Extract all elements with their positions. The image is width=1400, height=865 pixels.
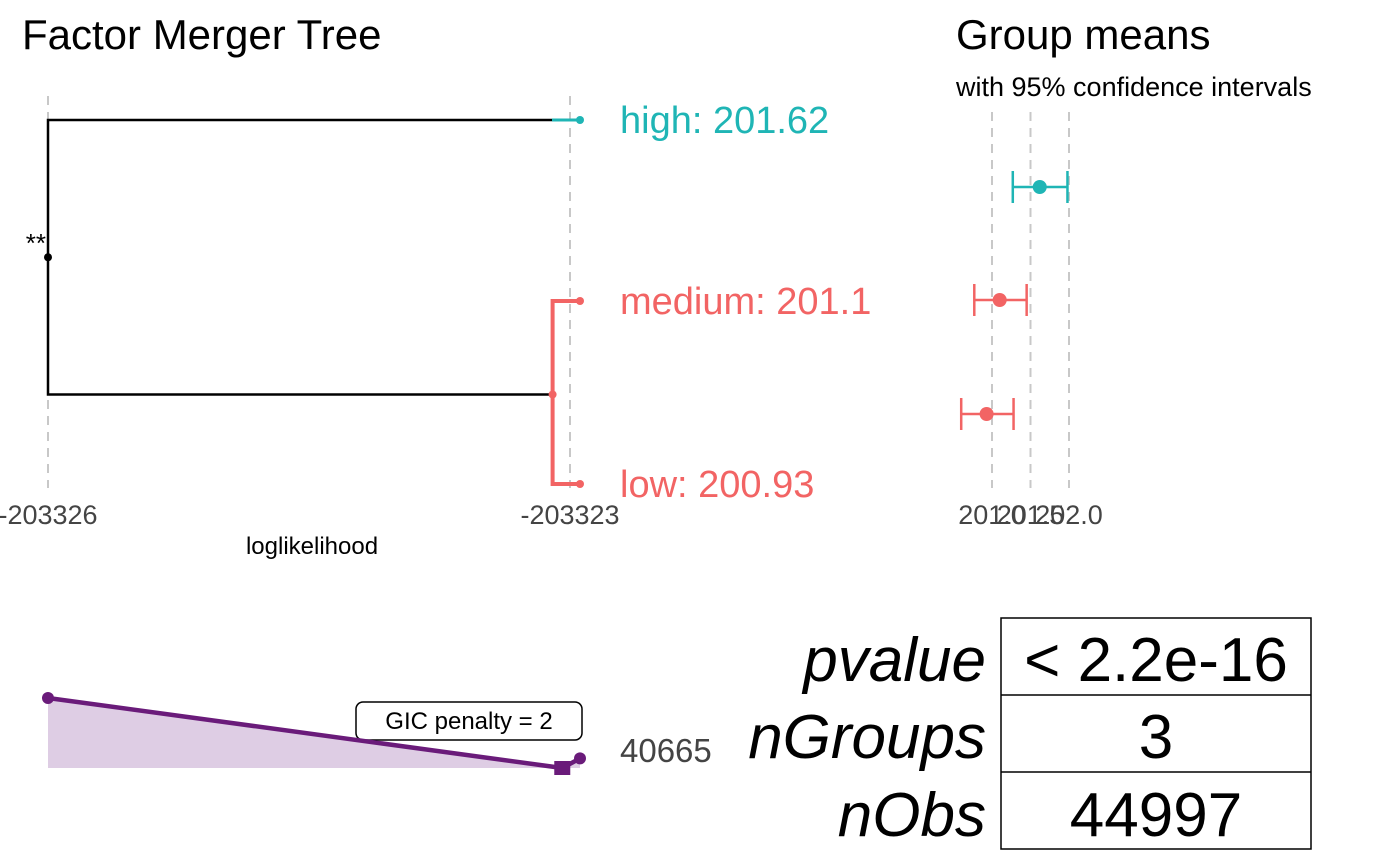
stat-key-nobs: nObs: [838, 781, 986, 850]
means-title: Group means: [956, 11, 1210, 58]
tree-root-node: [44, 253, 52, 262]
tree-x-tick-label: -203326: [0, 500, 98, 530]
stat-value-pvalue: < 2.2e-16: [1024, 626, 1288, 695]
stats-table-border: [1000, 617, 1312, 850]
gic-point-min: [554, 761, 571, 775]
gic-label-box: [355, 701, 583, 741]
gic-point: [42, 692, 54, 704]
means-point: [979, 407, 994, 421]
means-x-tick-label: 202.0: [1035, 500, 1103, 530]
significance-label: **: [26, 228, 46, 258]
tree-branch-medium-low: [550, 299, 580, 486]
gic-panel: GIC penalty = 2: [42, 692, 586, 775]
stat-key-pvalue: pvalue: [801, 626, 986, 695]
tree-leaf-label: medium: 201.1: [620, 281, 871, 323]
stat-key-ngroups: nGroups: [748, 703, 986, 772]
tree-leaf-node: [576, 480, 584, 488]
tree-merge-node: [548, 390, 557, 399]
stat-value-nobs: 44997: [1070, 781, 1242, 850]
tree-x-axis-label: loglikelihood: [246, 533, 378, 560]
tree-leaf-label: high: 201.62: [620, 100, 829, 142]
gic-value-label: 40665: [620, 732, 712, 769]
merger-tree-panel: -203326 -203323 high: 201.62 medium: 201.1 l…: [0, 96, 871, 530]
means-x-tick-label: 201.5: [997, 500, 1065, 530]
means-point: [1032, 180, 1047, 194]
gic-penalty-label: GIC penalty = 2: [385, 708, 552, 735]
gic-point: [574, 752, 586, 765]
gic-area: [48, 698, 580, 768]
tree-leaf-label: low: 200.93: [620, 464, 814, 506]
tree-leaf-node: [576, 116, 584, 124]
tree-branch-root: [46, 118, 553, 396]
stat-value-ngroups: 3: [1139, 703, 1173, 772]
tree-leaf-node: [576, 297, 584, 305]
tree-x-tick-label: -203323: [520, 500, 619, 530]
means-x-tick-label: 201.0: [958, 500, 1026, 530]
stats-table: pvalue < 2.2e-16 nGroups 3 nObs 44997: [748, 617, 1312, 850]
means-point: [992, 293, 1007, 307]
means-subtitle: with 95% confidence intervals: [955, 72, 1312, 102]
tree-title: Factor Merger Tree: [22, 11, 381, 58]
